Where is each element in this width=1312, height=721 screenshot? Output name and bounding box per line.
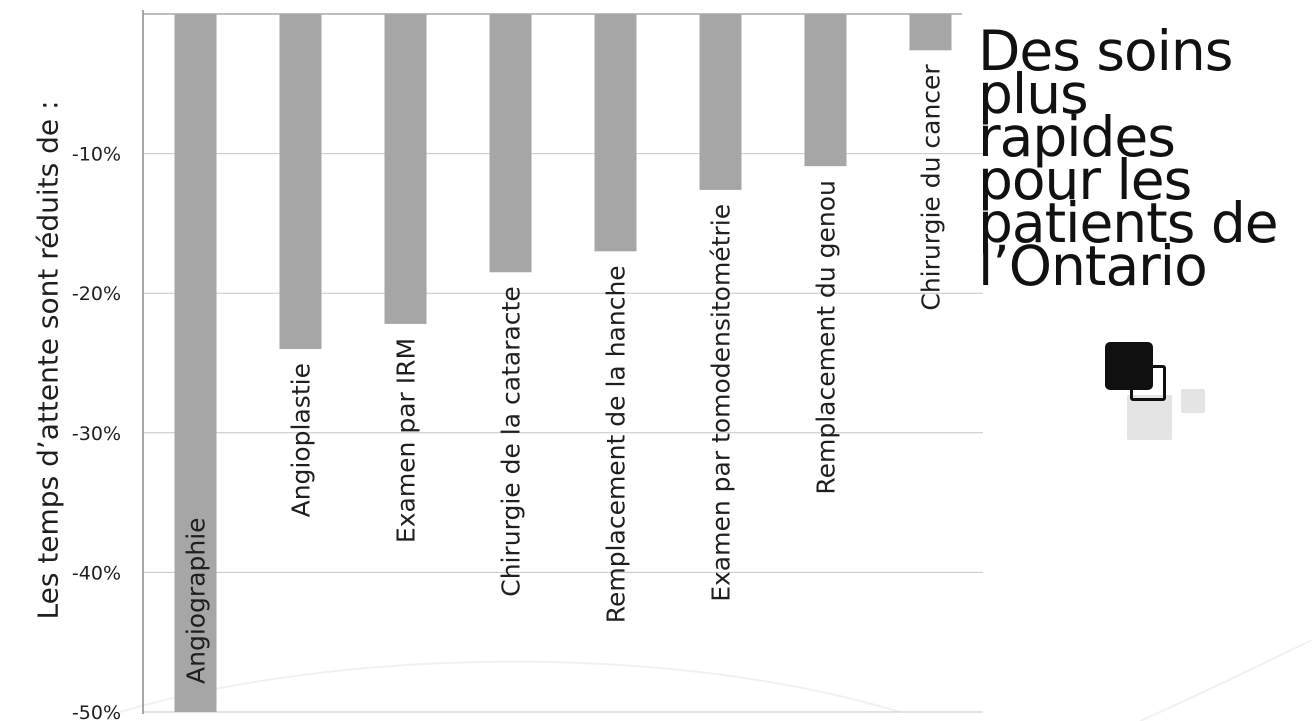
- side-title: Des soins plus rapides pour les patients de l…: [978, 19, 1308, 298]
- category-label: Examen par tomodensitométrie: [707, 204, 736, 602]
- y-tick-label: -20%: [72, 283, 121, 305]
- y-tick-label: -40%: [72, 562, 121, 584]
- y-tick-label: -10%: [72, 144, 121, 166]
- bar: [279, 14, 322, 350]
- category-label: Angioplastie: [287, 363, 316, 517]
- logo-square-gray-small: [1181, 389, 1205, 413]
- category-label: Remplacement du genou: [812, 180, 841, 494]
- category-label: Examen par IRM: [392, 338, 421, 543]
- side-title-line: plus: [978, 62, 1089, 126]
- logo-square-outline: [1130, 365, 1166, 401]
- grid-lines: [143, 153, 983, 713]
- y-tick-label: -50%: [72, 702, 121, 721]
- background-arc: [1139, 639, 1312, 721]
- background-arcs: [119, 639, 1312, 721]
- logo-square-gray: [1127, 395, 1172, 440]
- category-label: Remplacement de la hanche: [602, 265, 631, 623]
- bar: [594, 14, 637, 252]
- side-title-line: Des soins: [978, 19, 1233, 83]
- side-title-line: patients de: [978, 191, 1279, 255]
- side-title-line: rapides: [978, 105, 1176, 169]
- category-label: Chirurgie de la cataracte: [497, 286, 526, 596]
- bar: [909, 14, 952, 51]
- side-title-line: l’Ontario: [978, 234, 1208, 298]
- background-arc: [119, 660, 901, 713]
- bar: [804, 14, 847, 167]
- bar: [174, 14, 217, 712]
- bar: [699, 14, 742, 190]
- bars: [174, 14, 952, 712]
- y-tick-labels: -10% -20% -30% -40% -50%: [72, 144, 121, 721]
- bar: [489, 14, 532, 273]
- bar: [384, 14, 427, 324]
- logo: [1105, 340, 1210, 445]
- category-labels: Angiographie Angioplastie Examen par IRM Ch…: [182, 64, 946, 684]
- y-axis-label: Les temps d’attente sont réduits de :: [31, 100, 65, 620]
- category-label: Chirurgie du cancer: [917, 64, 946, 311]
- axes: [142, 10, 962, 714]
- category-label: Angiographie: [182, 517, 211, 684]
- side-title-line: pour les: [978, 148, 1192, 212]
- y-tick-label: -30%: [72, 423, 121, 445]
